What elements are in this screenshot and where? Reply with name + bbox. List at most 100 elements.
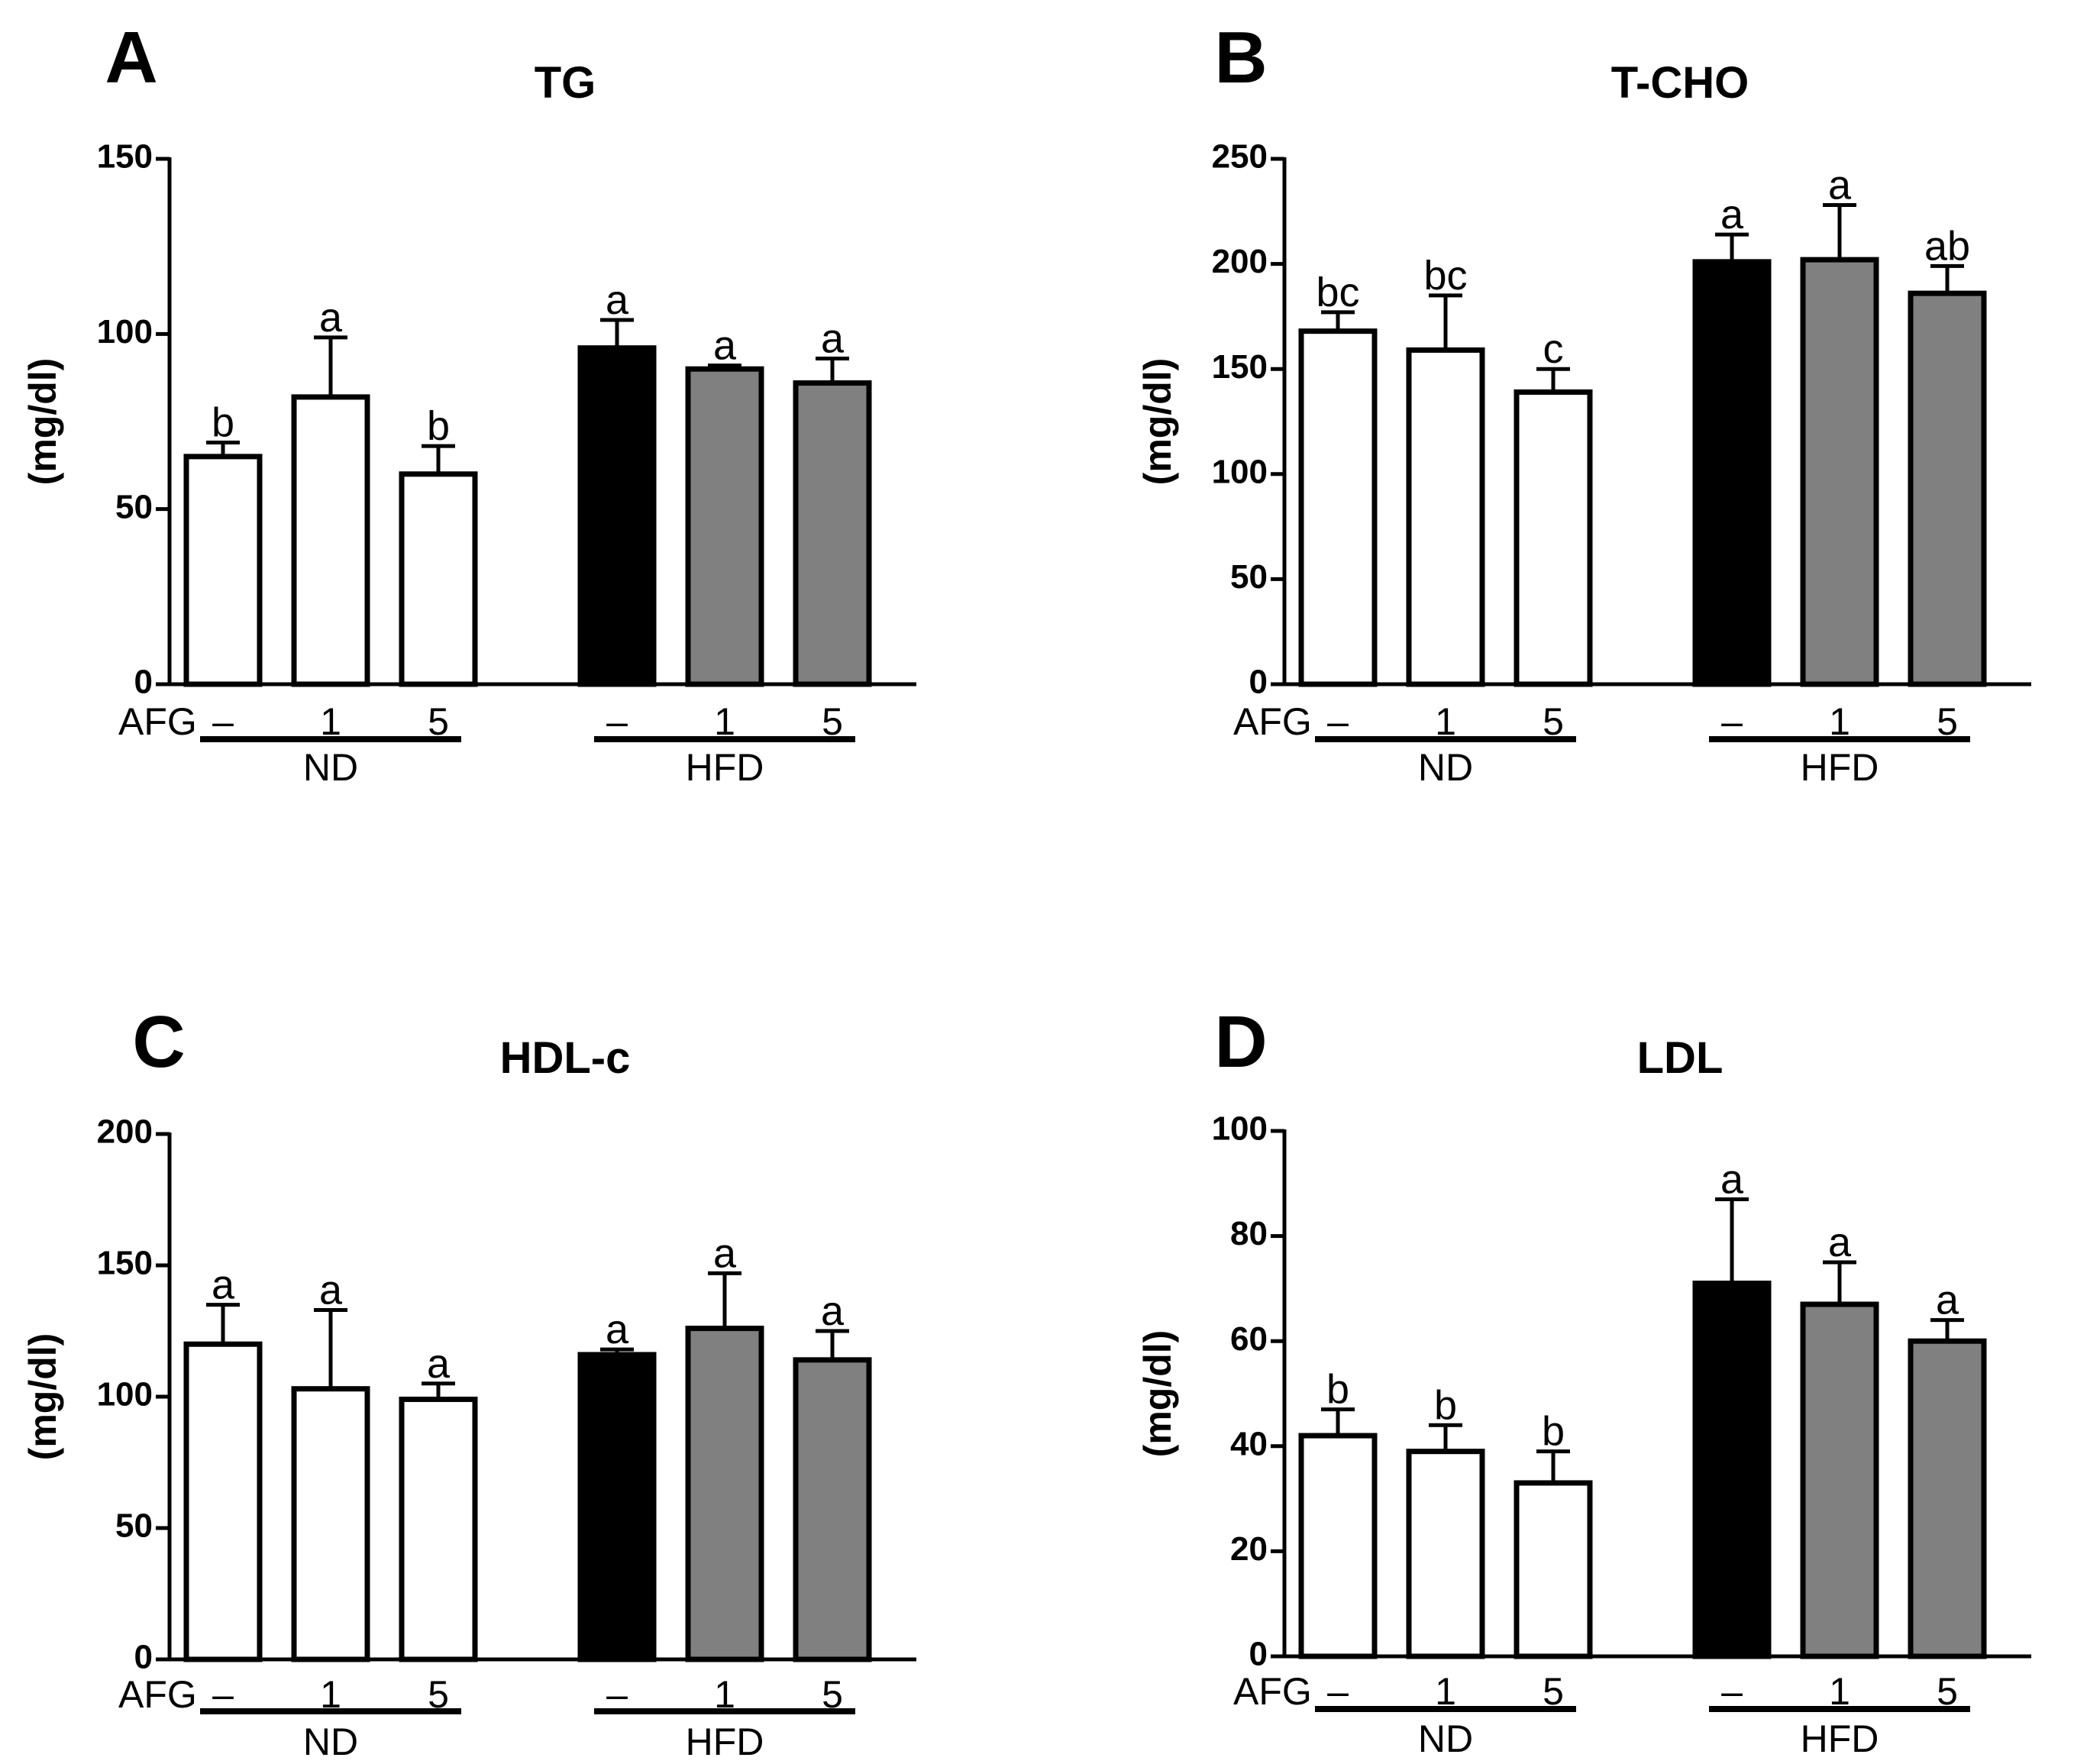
group-label: HFD bbox=[1801, 1717, 1879, 1760]
dose-label: 1 bbox=[1829, 700, 1850, 743]
bar bbox=[1800, 1301, 1879, 1659]
y-tick-label: 250 bbox=[1212, 138, 1268, 176]
dose-label: 5 bbox=[1937, 1670, 1958, 1713]
significance-label: a bbox=[1828, 163, 1852, 208]
group-label: HFD bbox=[1801, 746, 1879, 789]
dose-label: – bbox=[1721, 700, 1743, 743]
bar bbox=[1514, 1480, 1593, 1659]
bar bbox=[1908, 290, 1987, 687]
y-tick-label: 60 bbox=[1230, 1320, 1268, 1358]
group-label: ND bbox=[1418, 746, 1473, 789]
afg-row-label: AFG bbox=[118, 700, 197, 743]
afg-row-label: AFG bbox=[118, 1673, 197, 1716]
panel-title: HDL-c bbox=[500, 1033, 631, 1083]
panel-title: T-CHO bbox=[1611, 58, 1749, 108]
y-tick-label: 50 bbox=[1230, 558, 1268, 596]
y-tick-label: 80 bbox=[1230, 1215, 1268, 1252]
bar bbox=[1406, 1449, 1485, 1659]
significance-label: a bbox=[212, 1262, 235, 1308]
y-tick-label: 100 bbox=[1212, 1110, 1268, 1148]
panel-d: D LDL (mg/dl) 0 20 40 60 80 100 b – b 1 b 5 a – a 1 a 5 AFG ND… bbox=[1136, 1001, 2031, 1760]
dose-label: 5 bbox=[1543, 1670, 1564, 1713]
bar bbox=[183, 454, 263, 687]
panel-title: TG bbox=[535, 58, 596, 108]
panel-c: C HDL-c(mg/dl)050100150200a–a1a5a–a1a5AFG… bbox=[21, 1001, 916, 1763]
y-tick-label: 100 bbox=[1212, 453, 1268, 490]
dose-label: 1 bbox=[714, 700, 735, 743]
dose-label: 5 bbox=[1937, 700, 1958, 743]
bar bbox=[577, 1352, 657, 1662]
bar bbox=[291, 394, 370, 687]
significance-label: bc bbox=[1316, 270, 1359, 315]
dose-label: 5 bbox=[428, 700, 449, 743]
group-label: ND bbox=[1418, 1717, 1473, 1760]
y-tick-label: 50 bbox=[115, 488, 153, 525]
y-tick-label: 0 bbox=[134, 664, 153, 701]
significance-label: b bbox=[427, 403, 450, 449]
bar bbox=[793, 1357, 872, 1662]
significance-label: a bbox=[606, 277, 629, 323]
bar bbox=[399, 1396, 478, 1662]
y-tick-label: 100 bbox=[97, 313, 153, 351]
dose-label: – bbox=[1721, 1670, 1743, 1713]
y-tick-label: 150 bbox=[97, 138, 153, 176]
y-tick-label: 20 bbox=[1230, 1530, 1268, 1568]
significance-label: a bbox=[319, 295, 343, 341]
panel-b: B T-CHO (mg/dl) 0 50 100 150 200 250 bc – bc 1 c 5 a – a 1… bbox=[1136, 17, 2031, 789]
bar bbox=[291, 1386, 370, 1662]
bar bbox=[183, 1341, 263, 1662]
panel-a: A TG (mg/dl) 0 50 100 150 b – a 1 b 5 a – a 1 a 5 AFG ND HFD bbox=[21, 17, 916, 789]
y-tick-label: 200 bbox=[97, 1113, 153, 1151]
y-tick-label: 0 bbox=[1249, 664, 1268, 701]
y-tick-label: 150 bbox=[1212, 348, 1268, 386]
bar bbox=[1406, 347, 1485, 687]
y-tick-label: 40 bbox=[1230, 1425, 1268, 1462]
panel-title: LDL bbox=[1637, 1033, 1724, 1083]
dose-label: 1 bbox=[320, 700, 341, 743]
significance-label: b bbox=[1542, 1409, 1565, 1455]
significance-label: a bbox=[427, 1341, 451, 1387]
y-axis-label: (mg/dl) bbox=[1136, 358, 1179, 486]
bar bbox=[793, 380, 872, 687]
afg-row-label: AFG bbox=[1233, 700, 1312, 743]
group-label: ND bbox=[303, 1720, 358, 1763]
bar bbox=[1692, 1281, 1772, 1659]
dose-label: – bbox=[212, 700, 234, 743]
group-label: HFD bbox=[686, 746, 764, 789]
y-axis-label: (mg/dl) bbox=[1136, 1330, 1179, 1458]
dose-label: – bbox=[606, 700, 628, 743]
afg-row-label: AFG bbox=[1233, 1670, 1312, 1713]
group-label: ND bbox=[303, 746, 358, 789]
significance-label: a bbox=[821, 315, 845, 361]
y-tick-label: 150 bbox=[97, 1245, 153, 1282]
significance-label: a bbox=[1828, 1220, 1852, 1265]
dose-label: 1 bbox=[1829, 1670, 1850, 1713]
panel-letter: D bbox=[1214, 1001, 1267, 1083]
bar bbox=[1298, 328, 1378, 687]
dose-label: – bbox=[1327, 1670, 1349, 1713]
significance-label: a bbox=[1720, 192, 1744, 237]
y-axis-label: (mg/dl) bbox=[21, 358, 64, 486]
bar bbox=[1692, 259, 1772, 687]
significance-label: b bbox=[1326, 1367, 1349, 1413]
group-label: HFD bbox=[686, 1720, 764, 1763]
bar bbox=[1298, 1433, 1378, 1659]
dose-label: 5 bbox=[822, 700, 843, 743]
y-tick-label: 200 bbox=[1212, 243, 1268, 280]
dose-label: 1 bbox=[1435, 1670, 1456, 1713]
significance-label: a bbox=[821, 1288, 845, 1334]
significance-label: b bbox=[1434, 1382, 1457, 1428]
y-tick-label: 50 bbox=[115, 1507, 153, 1545]
y-tick-label: 0 bbox=[1249, 1636, 1268, 1673]
significance-label: ab bbox=[1924, 223, 1970, 269]
significance-label: a bbox=[713, 323, 737, 369]
significance-label: a bbox=[319, 1267, 343, 1313]
bar bbox=[685, 366, 764, 687]
bar bbox=[1908, 1338, 1987, 1659]
dose-label: – bbox=[1327, 700, 1349, 743]
significance-label: bc bbox=[1423, 253, 1467, 299]
panel-letter: C bbox=[132, 1001, 185, 1083]
y-tick-label: 0 bbox=[134, 1639, 153, 1676]
panel-letter: A bbox=[105, 17, 157, 99]
